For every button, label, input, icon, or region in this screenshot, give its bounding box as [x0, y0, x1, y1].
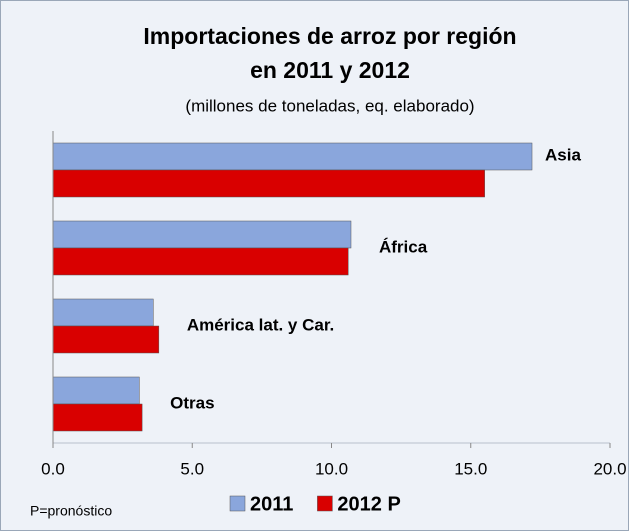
legend-swatch	[317, 495, 333, 512]
bar	[52, 220, 352, 249]
x-tick-label: 5.0	[180, 459, 204, 478]
category-label: América lat. y Car.	[187, 315, 334, 334]
bar	[52, 169, 485, 198]
bar	[52, 376, 140, 405]
x-tick-label: 15.0	[454, 459, 487, 478]
x-tick-label: 0.0	[41, 459, 65, 478]
legend-label: 2011	[250, 493, 293, 515]
chart-title: Importaciones de arroz por región	[143, 23, 516, 49]
bar	[52, 403, 143, 432]
category-label: África	[379, 237, 428, 256]
bar	[52, 298, 154, 327]
bar	[52, 247, 349, 276]
note: P=pronóstico	[30, 503, 112, 519]
legend-swatch	[229, 495, 246, 512]
category-label: Otras	[170, 393, 214, 412]
chart-title: en 2011 y 2012	[250, 57, 410, 83]
bar	[52, 325, 160, 354]
bar	[52, 142, 533, 171]
x-tick-label: 10.0	[315, 459, 348, 478]
chart-subtitle: (millones de toneladas, eq. elaborado)	[185, 96, 474, 115]
x-tick-label: 20.0	[593, 459, 626, 478]
category-label: Asia	[545, 145, 581, 164]
legend-label: 2012 P	[337, 493, 400, 515]
